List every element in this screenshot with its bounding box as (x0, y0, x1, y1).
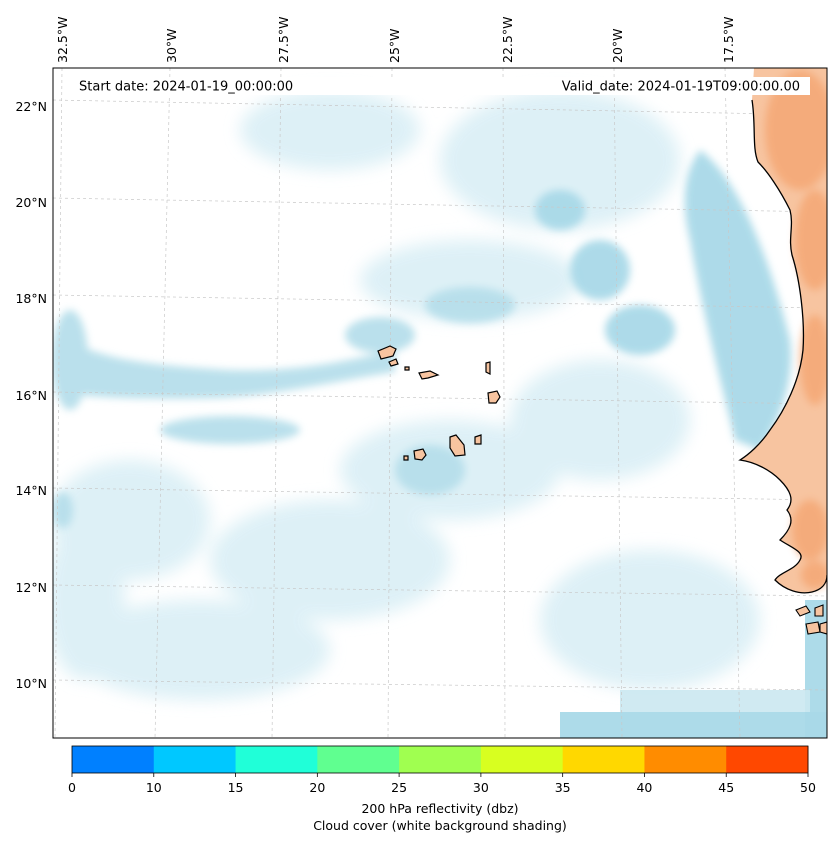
lon-label-32-5w: 32.5°W (55, 17, 70, 63)
colorbar-tick-label: 40 (636, 780, 652, 795)
african-coastline (738, 68, 827, 635)
latitude-labels: 22°N 20°N 18°N 16°N 14°N 12°N 10°N (15, 99, 47, 691)
colorbar-tick-label: 35 (555, 780, 571, 795)
colorbar-tick-label: 10 (146, 780, 162, 795)
island-sao-vicente (388, 358, 399, 367)
colorbar-tick-label: 20 (309, 780, 325, 795)
start-date-label: Start date: 2024-01-19_00:00:00 (79, 80, 293, 95)
valid-date-label: Valid_date: 2024-01-19T09:00:00.00 (562, 80, 800, 95)
lon-label-17-5w: 17.5°W (721, 17, 736, 63)
longitude-labels: 32.5°W 30°W 27.5°W 25°W 22.5°W 20°W 17.5… (55, 17, 736, 63)
island-brava (403, 455, 409, 461)
lon-label-22-5w: 22.5°W (500, 17, 515, 63)
map-frame (52, 67, 828, 739)
colorbar-segment (480, 746, 564, 773)
colorbar-segment (399, 746, 482, 773)
colorbar-tick-label: 15 (228, 780, 244, 795)
colorbar-segment (644, 746, 727, 773)
cape-verde-islands (377, 345, 501, 461)
colorbar-title: 200 hPa reflectivity (dbz) (361, 801, 518, 816)
lon-label-30w: 30°W (164, 28, 179, 63)
island-sao-nicolau (418, 370, 440, 380)
island-santiago (449, 434, 466, 457)
lat-label-22n: 22°N (15, 99, 47, 114)
lat-label-20n: 20°N (15, 195, 47, 210)
colorbar-segment (72, 746, 155, 773)
colorbar-segment (562, 746, 645, 773)
island-sal (485, 361, 491, 375)
colorbar-frame (71, 745, 809, 774)
colorbar-segment (317, 746, 400, 773)
lat-label-12n: 12°N (15, 580, 47, 595)
colorbar-subtitle: Cloud cover (white background shading) (313, 818, 567, 833)
africa-coast-line (738, 99, 827, 594)
island-santo-antao (377, 345, 397, 360)
colorbar-segments (72, 746, 809, 773)
lat-label-14n: 14°N (15, 483, 47, 498)
lat-label-18n: 18°N (15, 291, 47, 306)
colorbar-tick-label: 30 (473, 780, 489, 795)
lat-label-16n: 16°N (15, 388, 47, 403)
colorbar-tick-label: 45 (718, 780, 734, 795)
cloud-band-east (805, 600, 827, 738)
island-santa-luzia (404, 366, 410, 371)
cloud-band-south (560, 712, 827, 738)
colorbar-segment (726, 746, 809, 773)
island-boa-vista (487, 390, 501, 404)
colorbar-tick-label: 25 (391, 780, 407, 795)
colorbar: 0 10 15 20 25 30 35 40 45 50 200 hPa reflectivity… (68, 745, 816, 833)
gridlines (53, 68, 827, 738)
colorbar-tick-label: 0 (68, 780, 76, 795)
colorbar-ticks: 0 10 15 20 25 30 35 40 45 50 (68, 773, 816, 795)
lon-label-20w: 20°W (610, 28, 625, 63)
island-maio (474, 434, 482, 445)
date-banner (73, 77, 810, 95)
colorbar-tick-label: 50 (800, 780, 816, 795)
lon-label-27-5w: 27.5°W (276, 17, 291, 63)
colorbar-segment (153, 746, 237, 773)
lon-label-25w: 25°W (387, 28, 402, 63)
colorbar-segment (235, 746, 318, 773)
island-fogo (413, 448, 427, 461)
lat-label-10n: 10°N (15, 676, 47, 691)
